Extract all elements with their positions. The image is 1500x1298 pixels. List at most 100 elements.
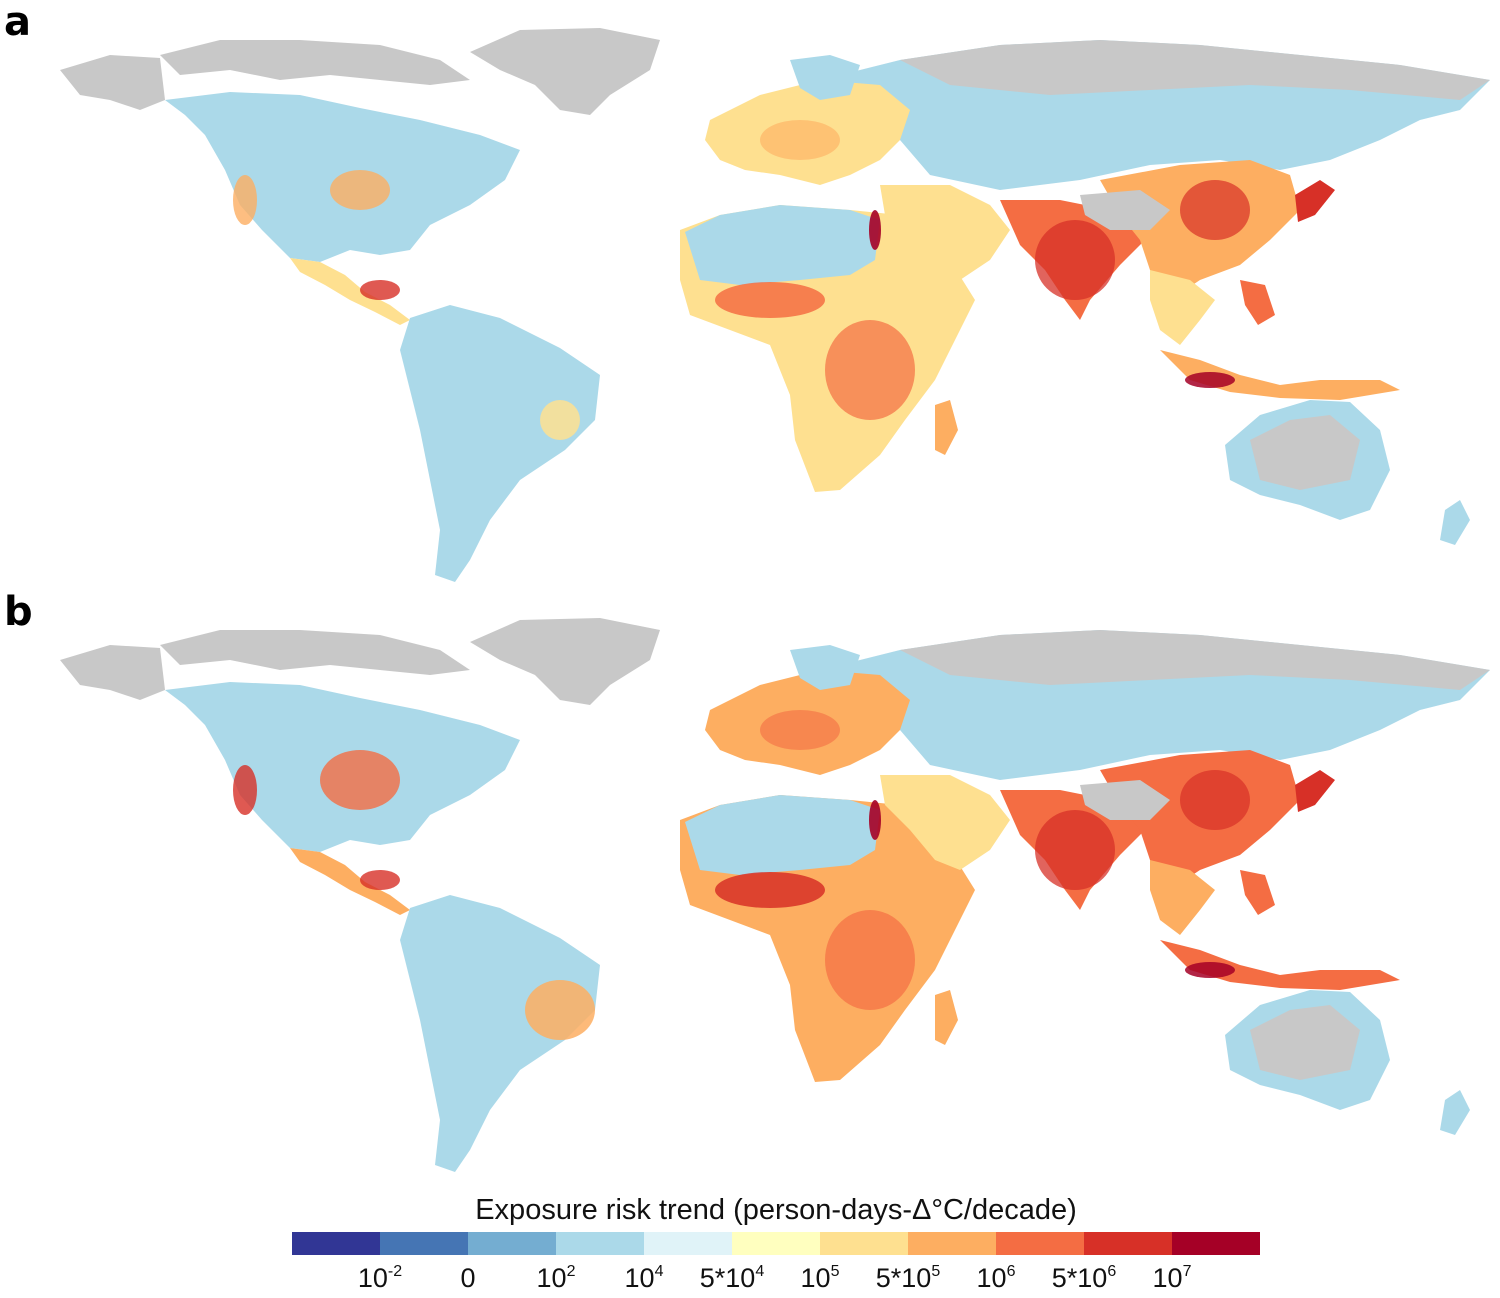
tick-base: 10: [1152, 1263, 1183, 1293]
south-america-land: [400, 305, 600, 582]
tick-exponent: 6: [1006, 1263, 1016, 1280]
panel-label-b: b: [4, 589, 33, 635]
world-map-panel-b: [60, 618, 1490, 1172]
colorbar-tick-label: 107: [1153, 1262, 1192, 1294]
sahel-hotspot: [715, 282, 825, 318]
tick-base: 10: [357, 1263, 388, 1293]
tibet-no-data: [1080, 780, 1170, 820]
java-hotspot: [1185, 962, 1235, 978]
middle-east-land: [880, 185, 1010, 280]
tick-base: 10: [800, 1263, 831, 1293]
scandinavia-land: [790, 55, 860, 100]
alaska-land: [60, 645, 165, 700]
sahara-region: [685, 205, 880, 285]
legend-title: Exposure risk trend (person-days-Δ°C/dec…: [475, 1194, 1077, 1226]
colorbar-segment: [820, 1232, 908, 1255]
sahel-hotspot: [715, 872, 825, 908]
colorbar-segment: [380, 1232, 468, 1255]
colorbar-tick-label: 5*105: [876, 1262, 940, 1294]
philippines-land: [1240, 280, 1275, 325]
madagascar-land: [935, 400, 958, 455]
colorbar-segment: [732, 1232, 820, 1255]
new-zealand-land: [1440, 1090, 1470, 1135]
us-west-coast-hotspot: [233, 175, 257, 225]
europe-hotspot: [760, 120, 840, 160]
colorbar-segment: [1084, 1232, 1172, 1255]
brazil-hotspot: [540, 400, 580, 440]
japan-land: [1295, 770, 1335, 812]
legend-colorbar: [292, 1232, 1260, 1255]
central-america-land: [290, 258, 410, 325]
scandinavia-land: [790, 645, 860, 690]
brazil-hotspot: [525, 980, 595, 1040]
nile-hotspot: [869, 210, 881, 250]
tick-exponent: 4: [654, 1263, 664, 1280]
tick-base: 10: [976, 1263, 1007, 1293]
colorbar-tick-label: 104: [625, 1262, 664, 1294]
europe-hotspot: [760, 710, 840, 750]
tick-base: 10: [536, 1263, 567, 1293]
central-america-hotspot: [360, 870, 400, 890]
nile-hotspot: [869, 800, 881, 840]
siberia-no-data: [900, 40, 1490, 100]
colorbar-segment: [644, 1232, 732, 1255]
tick-base: 5*10: [699, 1263, 756, 1293]
colorbar-segment: [292, 1232, 380, 1255]
us-east-hotspot: [330, 170, 390, 210]
tick-exponent: 7: [1182, 1263, 1192, 1280]
colorbar-segment: [1172, 1232, 1260, 1255]
greenland-land: [470, 28, 660, 115]
alaska-land: [60, 55, 165, 110]
sahara-region: [685, 795, 880, 875]
southeast-asia-land: [1150, 860, 1215, 935]
colorbar-segment: [468, 1232, 556, 1255]
tick-exponent: 5: [830, 1263, 840, 1280]
tick-exponent: 5: [931, 1263, 941, 1280]
colorbar-tick-label: 10-2: [358, 1262, 402, 1294]
greenland-land: [470, 618, 660, 705]
australia-interior-no-data: [1250, 1005, 1360, 1080]
colorbar-segment: [908, 1232, 996, 1255]
east-africa-hotspot: [825, 320, 915, 420]
tick-exponent: 6: [1107, 1263, 1117, 1280]
tick-base: 10: [624, 1263, 655, 1293]
colorbar-tick-label: 0: [460, 1262, 475, 1294]
tick-base: 5*10: [875, 1263, 932, 1293]
indonesia-land: [1160, 940, 1400, 990]
china-hotspot: [1180, 180, 1250, 240]
colorbar-segment: [996, 1232, 1084, 1255]
philippines-land: [1240, 870, 1275, 915]
us-west-coast-hotspot: [233, 765, 257, 815]
java-hotspot: [1185, 372, 1235, 388]
central-america-land: [290, 848, 410, 915]
east-africa-hotspot: [825, 910, 915, 1010]
colorbar-tick-label: 5*104: [700, 1262, 764, 1294]
tick-base: 5*10: [1051, 1263, 1108, 1293]
australia-interior-no-data: [1250, 415, 1360, 490]
new-zealand-land: [1440, 500, 1470, 545]
colorbar-tick-label: 106: [977, 1262, 1016, 1294]
middle-east-land: [880, 775, 1010, 870]
central-america-hotspot: [360, 280, 400, 300]
madagascar-land: [935, 990, 958, 1045]
southeast-asia-land: [1150, 270, 1215, 345]
siberia-no-data: [900, 630, 1490, 690]
world-map-panel-a: [60, 28, 1490, 582]
tick-exponent: -2: [387, 1263, 403, 1280]
arctic-canada-land: [160, 630, 470, 675]
indonesia-land: [1160, 350, 1400, 400]
us-east-hotspot: [320, 750, 400, 810]
colorbar-tick-label: 5*106: [1052, 1262, 1116, 1294]
panel-label-a: a: [4, 0, 31, 45]
arctic-canada-land: [160, 40, 470, 85]
colorbar-segment: [556, 1232, 644, 1255]
tick-base: 0: [460, 1263, 476, 1293]
tibet-no-data: [1080, 190, 1170, 230]
tick-exponent: 2: [566, 1263, 576, 1280]
south-america-land: [400, 895, 600, 1172]
japan-land: [1295, 180, 1335, 222]
india-hotspot: [1035, 810, 1115, 890]
colorbar-tick-label: 105: [801, 1262, 840, 1294]
china-hotspot: [1180, 770, 1250, 830]
tick-exponent: 4: [755, 1263, 765, 1280]
